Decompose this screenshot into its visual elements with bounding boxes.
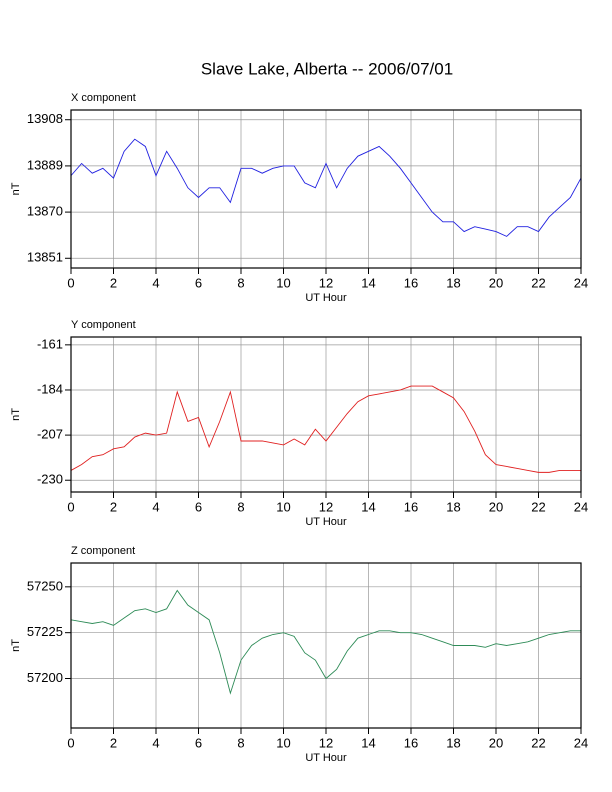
x-tick-label: 16 — [404, 499, 418, 514]
x-tick-label: 2 — [110, 275, 117, 290]
x-tick-label: 14 — [361, 735, 375, 750]
x-tick-label: 24 — [574, 735, 588, 750]
y-tick-label: 57200 — [27, 670, 63, 685]
x-tick-label: 22 — [531, 735, 545, 750]
x-tick-label: 18 — [446, 735, 460, 750]
y-axis-label: nT — [10, 639, 22, 652]
y-axis-label: nT — [10, 182, 22, 195]
y-tick-label: -230 — [37, 472, 63, 487]
x-tick-label: 0 — [67, 275, 74, 290]
x-tick-label: 6 — [195, 499, 202, 514]
plot-frame — [70, 562, 582, 729]
x-tick-label: 4 — [152, 275, 159, 290]
x-tick-label: 20 — [489, 735, 503, 750]
x-tick-label: 14 — [361, 275, 375, 290]
y-tick-label: -184 — [37, 381, 63, 396]
y-tick-label: -207 — [37, 427, 63, 442]
x-tick-label: 8 — [237, 499, 244, 514]
x-tick-label: 12 — [319, 735, 333, 750]
x-tick-label: 18 — [446, 275, 460, 290]
x-tick-label: 12 — [319, 275, 333, 290]
x-tick-label: 0 — [67, 735, 74, 750]
x-tick-label: 22 — [531, 499, 545, 514]
page-title: Slave Lake, Alberta -- 2006/07/01 — [201, 59, 453, 78]
y-tick-label: 13908 — [27, 111, 63, 126]
x-tick-label: 14 — [361, 499, 375, 514]
x-tick-label: 16 — [404, 735, 418, 750]
x-tick-label: 2 — [110, 499, 117, 514]
data-line — [70, 589, 581, 695]
x-tick-label: 20 — [489, 275, 503, 290]
y-tick-label: 57225 — [27, 624, 63, 639]
x-tick-label: 10 — [276, 275, 290, 290]
data-line — [70, 138, 582, 237]
x-axis-label: UT Hour — [305, 752, 347, 764]
x-tick-label: 16 — [404, 275, 418, 290]
x-tick-label: 10 — [276, 499, 290, 514]
x-tick-label: 10 — [276, 735, 290, 750]
y-tick-label: 13851 — [27, 250, 63, 265]
x-tick-label: 24 — [574, 499, 588, 514]
y-tick-label: 13889 — [27, 157, 63, 172]
x-tick-label: 2 — [110, 735, 117, 750]
y-tick-label: -161 — [37, 336, 63, 351]
plot-frame — [70, 336, 582, 493]
x-tick-label: 20 — [489, 499, 503, 514]
x-tick-label: 4 — [152, 499, 159, 514]
plot-frame — [70, 109, 582, 269]
x-tick-label: 6 — [195, 735, 202, 750]
x-tick-label: 8 — [237, 735, 244, 750]
x-tick-label: 22 — [531, 275, 545, 290]
x-axis-label: UT Hour — [305, 292, 347, 304]
x-tick-label: 0 — [67, 499, 74, 514]
y-axis-label: nT — [10, 408, 22, 421]
panel-title: Y component — [71, 319, 136, 331]
panel-title: X component — [71, 92, 136, 104]
panel-title: Z component — [71, 545, 135, 557]
x-tick-label: 8 — [237, 275, 244, 290]
x-tick-label: 24 — [574, 275, 588, 290]
data-line — [70, 385, 581, 473]
y-tick-label: 13870 — [27, 204, 63, 219]
x-tick-label: 18 — [446, 499, 460, 514]
x-tick-label: 6 — [195, 275, 202, 290]
x-tick-label: 4 — [152, 735, 159, 750]
y-tick-label: 57250 — [27, 578, 63, 593]
x-tick-label: 12 — [319, 499, 333, 514]
x-axis-label: UT Hour — [305, 516, 347, 528]
